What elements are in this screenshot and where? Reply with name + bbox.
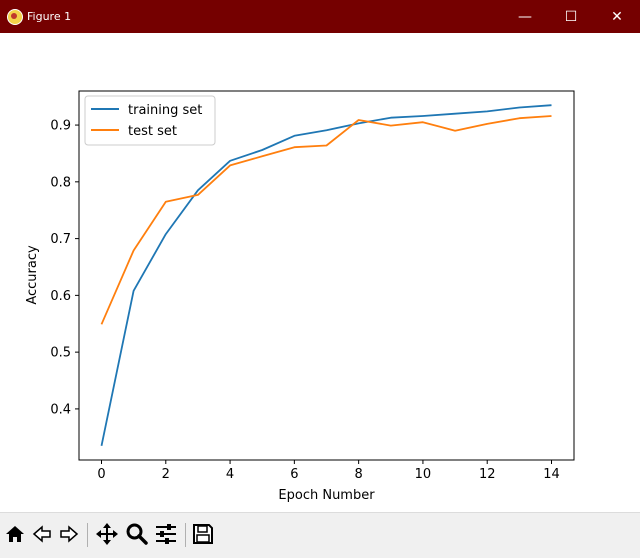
- configure-subplots-button[interactable]: [153, 521, 179, 547]
- minimize-button[interactable]: —: [518, 8, 532, 25]
- accuracy-chart: 0 2 4 6 8 10 12 14 0.4 0.5 0.6 0.7 0.8 0.9 Epoch Num…: [25, 90, 575, 503]
- zoom-magnifier-icon: [126, 523, 148, 545]
- navigation-toolbar: [0, 512, 640, 558]
- title-bar: Figure 1 — ☐ ✕: [0, 0, 640, 33]
- home-icon: [6, 526, 24, 542]
- home-button[interactable]: [2, 521, 28, 547]
- close-button[interactable]: ✕: [611, 8, 623, 25]
- y-tick-label: 0.8: [50, 175, 71, 190]
- legend-test-label: test set: [128, 124, 177, 139]
- pan-move-icon: [96, 523, 118, 545]
- matplotlib-app-icon: [7, 9, 23, 25]
- x-tick-label: 12: [479, 467, 496, 482]
- y-axis-label: Accuracy: [25, 245, 40, 305]
- y-tick-label: 0.9: [50, 119, 71, 134]
- x-axis-label: Epoch Number: [278, 488, 375, 503]
- y-tick-label: 0.5: [50, 346, 71, 361]
- x-tick-label: 2: [162, 467, 170, 482]
- configure-subplots-icon: [156, 524, 176, 544]
- x-tick-label: 10: [415, 467, 432, 482]
- x-tick-label: 0: [97, 467, 105, 482]
- legend-training-label: training set: [128, 103, 202, 118]
- save-button[interactable]: [190, 521, 216, 547]
- pan-button[interactable]: [94, 521, 120, 547]
- x-tick-label: 14: [543, 467, 560, 482]
- x-tick-label: 6: [290, 467, 298, 482]
- forward-button[interactable]: [56, 521, 82, 547]
- back-button[interactable]: [29, 521, 55, 547]
- maximize-button[interactable]: ☐: [564, 8, 578, 25]
- forward-arrow-icon: [60, 525, 79, 543]
- save-floppy-icon: [193, 524, 213, 544]
- y-tick-label: 0.6: [50, 289, 71, 304]
- window-title: Figure 1: [27, 10, 72, 23]
- x-tick-label: 8: [355, 467, 363, 482]
- test-set-line: [100, 115, 552, 325]
- y-tick-label: 0.7: [50, 232, 71, 247]
- training-set-line: [100, 104, 552, 446]
- axes-frame: [78, 90, 575, 461]
- zoom-button[interactable]: [124, 521, 150, 547]
- figure-canvas: 0 2 4 6 8 10 12 14 0.4 0.5 0.6 0.7 0.8 0.9 Epoch Num…: [2, 33, 638, 512]
- legend: training set test set: [84, 95, 216, 146]
- toolbar-separator: [185, 523, 186, 547]
- toolbar-separator: [87, 523, 88, 547]
- back-arrow-icon: [32, 525, 51, 543]
- x-tick-label: 4: [226, 467, 234, 482]
- y-tick-label: 0.4: [50, 402, 71, 417]
